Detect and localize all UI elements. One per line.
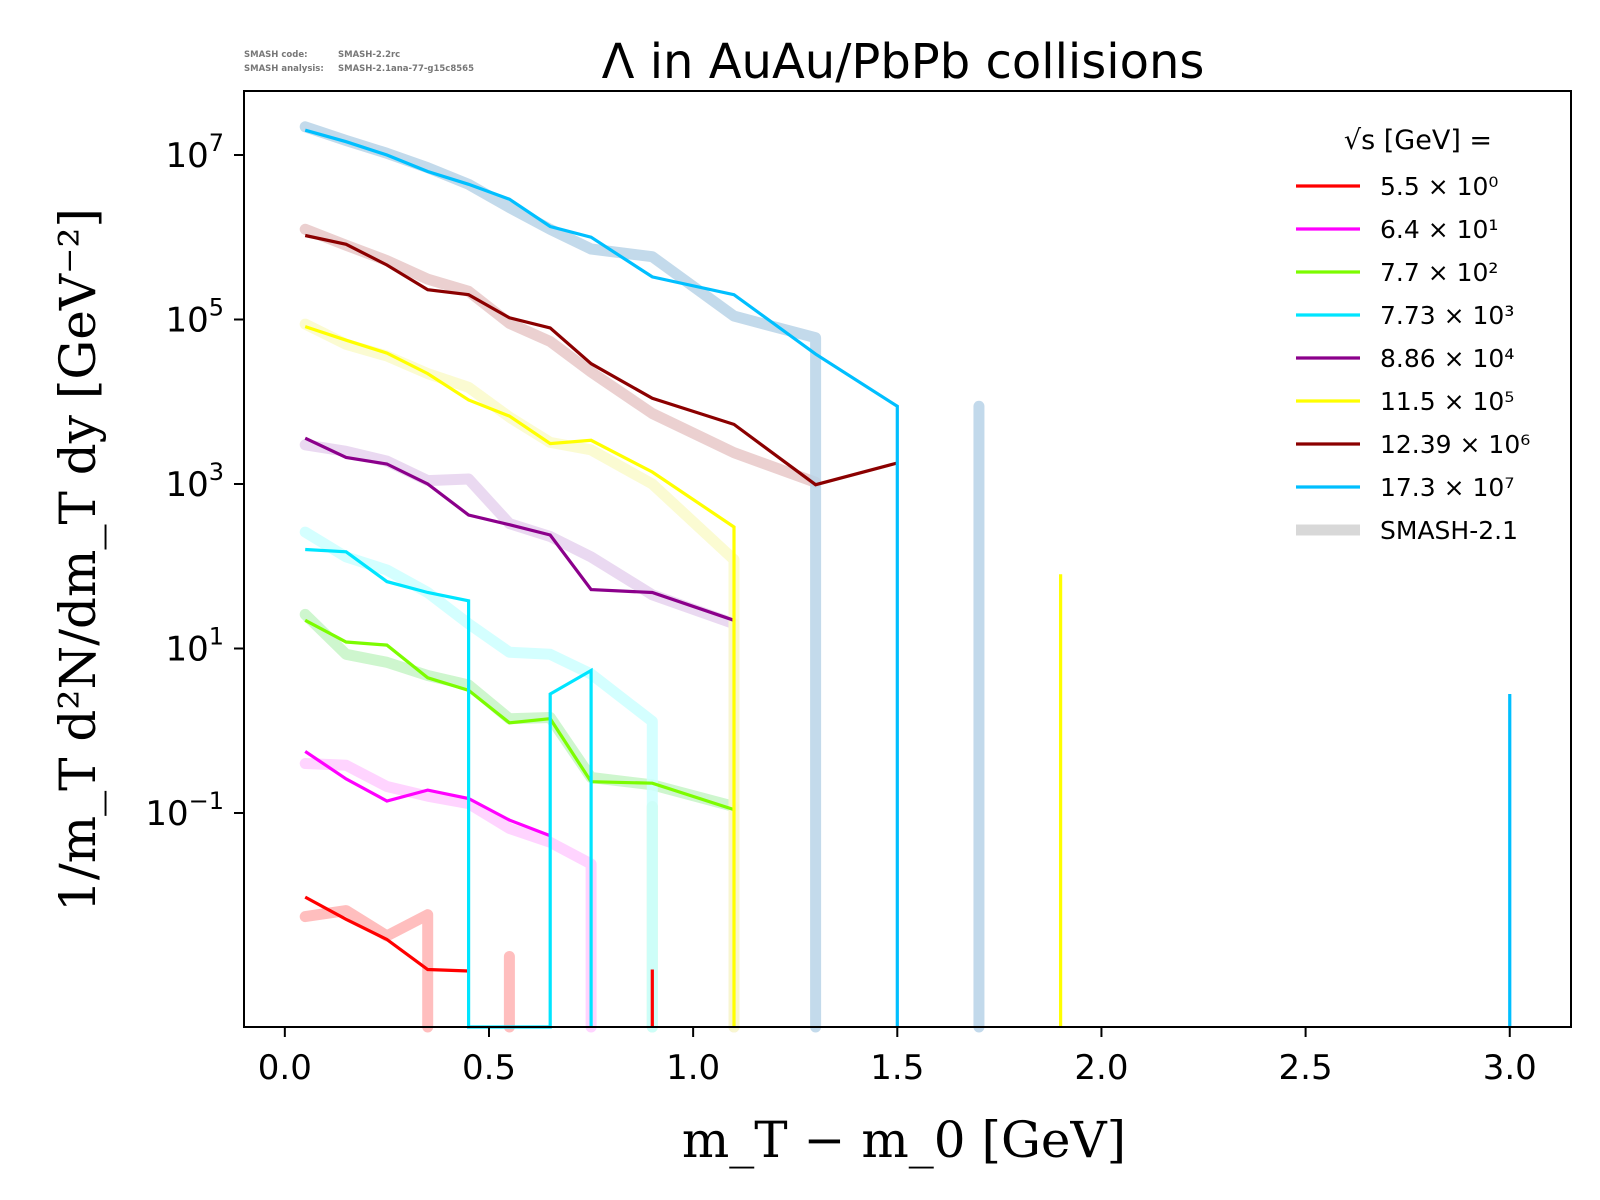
series-line-6 bbox=[304, 233, 898, 487]
y-axis-label: 1/m_T d²N/dm_T dy [GeV⁻²] bbox=[49, 208, 107, 912]
x-tick-label-5: 2.5 bbox=[1279, 1048, 1333, 1088]
x-tick-label-6: 3.0 bbox=[1483, 1048, 1537, 1088]
legend-label-1: 6.4 × 10¹ bbox=[1380, 215, 1498, 244]
y-tick-exponent-4: −1 bbox=[189, 787, 224, 815]
meta-code-label: SMASH code: bbox=[244, 50, 307, 60]
y-tick-label-2: 103 bbox=[165, 458, 224, 505]
y-axis-ticks: 107 105 103 101 10−1 bbox=[145, 129, 244, 834]
y-tick-exponent-0: 7 bbox=[209, 129, 224, 157]
legend-label-5: 11.5 × 10⁵ bbox=[1380, 387, 1514, 416]
y-tick-exponent-2: 3 bbox=[209, 458, 224, 486]
reference-band-4 bbox=[299, 439, 740, 1033]
y-tick-label-3: 101 bbox=[165, 622, 224, 669]
reference-band-3 bbox=[299, 526, 658, 1033]
y-tick-exponent-1: 5 bbox=[209, 293, 224, 321]
legend-label-0: 5.5 × 10⁰ bbox=[1380, 172, 1498, 201]
legend-label-8: SMASH-2.1 bbox=[1380, 516, 1518, 545]
x-tick-label-1: 0.5 bbox=[462, 1048, 516, 1088]
reference-bands bbox=[299, 121, 985, 1033]
chart-title: Λ in AuAu/PbPb collisions bbox=[602, 34, 1205, 90]
legend-label-3: 7.73 × 10³ bbox=[1380, 301, 1514, 330]
data-series bbox=[304, 128, 1512, 1029]
legend: √s [GeV] = 5.5 × 10⁰ 6.4 × 10¹ 7.7 × 10² 7.… bbox=[1296, 125, 1530, 545]
meta-analysis-label: SMASH analysis: bbox=[244, 64, 324, 74]
x-tick-label-0: 0.0 bbox=[258, 1048, 312, 1088]
smash-meta: SMASH code: SMASH-2.2rc SMASH analysis: … bbox=[244, 50, 474, 74]
x-axis-ticks: 0.0 0.5 1.0 1.5 2.0 2.5 3.0 bbox=[258, 1027, 1537, 1088]
legend-label-4: 8.86 × 10⁴ bbox=[1380, 344, 1514, 373]
meta-analysis-value: SMASH-2.1ana-77-g15c8565 bbox=[338, 64, 474, 74]
reference-band-6 bbox=[299, 223, 822, 488]
legend-title: √s [GeV] = bbox=[1344, 125, 1492, 156]
legend-label-2: 7.7 × 10² bbox=[1380, 258, 1498, 287]
x-tick-label-4: 2.0 bbox=[1074, 1048, 1128, 1088]
x-tick-label-3: 1.5 bbox=[870, 1048, 924, 1088]
plot-frame bbox=[243, 90, 1572, 1028]
series-line-4 bbox=[304, 436, 735, 622]
x-axis-label: m_T − m_0 [GeV] bbox=[682, 1111, 1126, 1169]
reference-band-1 bbox=[299, 758, 597, 1033]
series-line-2 bbox=[304, 618, 735, 812]
y-tick-label-4: 10−1 bbox=[145, 787, 224, 834]
legend-label-6: 12.39 × 10⁶ bbox=[1380, 430, 1530, 459]
meta-code-value: SMASH-2.2rc bbox=[338, 50, 400, 60]
x-tick-label-2: 1.0 bbox=[666, 1048, 720, 1088]
legend-label-7: 17.3 × 10⁷ bbox=[1380, 473, 1514, 502]
y-tick-label-0: 107 bbox=[165, 129, 224, 176]
series-line-3 bbox=[305, 547, 593, 1029]
y-tick-label-1: 105 bbox=[165, 293, 224, 340]
y-tick-exponent-3: 1 bbox=[209, 622, 224, 650]
